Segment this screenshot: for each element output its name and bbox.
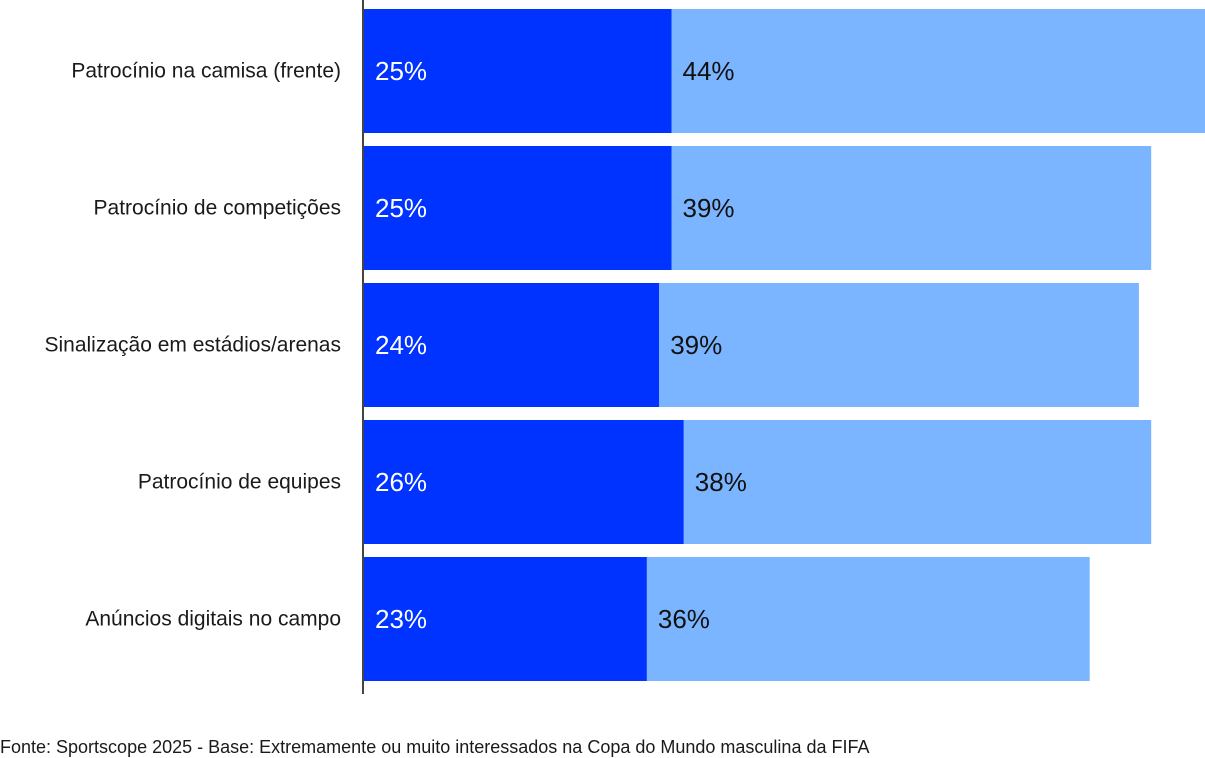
value-label-2-patrocinio-de-equipes: 38%: [695, 467, 747, 497]
bar-segment-2-patrocinio-de-competicoes: [672, 146, 1152, 270]
value-label-1-anuncios-digitais-no-campo: 23%: [375, 604, 427, 634]
bar-segment-2-patrocinio-na-camisa-frente: [672, 9, 1205, 133]
value-label-2-anuncios-digitais-no-campo: 36%: [658, 604, 710, 634]
value-label-1-patrocinio-de-competicoes: 25%: [375, 193, 427, 223]
bar-segment-2-sinalizacao-em-estadios-arenas: [659, 283, 1139, 407]
value-label-2-patrocinio-de-competicoes: 39%: [683, 193, 735, 223]
bars-group: [364, 9, 1205, 681]
category-label-patrocinio-de-equipes: Patrocínio de equipes: [138, 471, 341, 494]
bar-segment-2-patrocinio-de-equipes: [684, 420, 1151, 544]
bar-segment-2-anuncios-digitais-no-campo: [647, 557, 1090, 681]
value-label-2-sinalizacao-em-estadios-arenas: 39%: [670, 330, 722, 360]
category-label-sinalizacao-em-estadios-arenas: Sinalização em estádios/arenas: [44, 334, 341, 357]
source-footnote: Fonte: Sportscope 2025 - Base: Extremame…: [0, 737, 869, 758]
value-label-1-sinalizacao-em-estadios-arenas: 24%: [375, 330, 427, 360]
value-label-2-patrocinio-na-camisa-frente: 44%: [683, 56, 735, 86]
value-label-1-patrocinio-na-camisa-frente: 25%: [375, 56, 427, 86]
category-label-patrocinio-na-camisa-frente: Patrocínio na camisa (frente): [71, 60, 341, 83]
value-label-1-patrocinio-de-equipes: 26%: [375, 467, 427, 497]
category-label-anuncios-digitais-no-campo: Anúncios digitais no campo: [85, 608, 341, 631]
category-label-patrocinio-de-competicoes: Patrocínio de competições: [94, 197, 341, 220]
